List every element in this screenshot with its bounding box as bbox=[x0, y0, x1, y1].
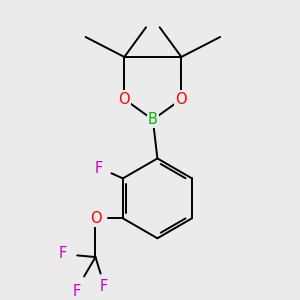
Text: O: O bbox=[90, 211, 101, 226]
Text: B: B bbox=[148, 112, 158, 127]
Text: F: F bbox=[58, 246, 67, 261]
Text: O: O bbox=[118, 92, 130, 106]
Text: O: O bbox=[176, 92, 187, 106]
Text: F: F bbox=[95, 160, 103, 175]
Text: F: F bbox=[73, 284, 81, 299]
Text: F: F bbox=[100, 279, 108, 294]
